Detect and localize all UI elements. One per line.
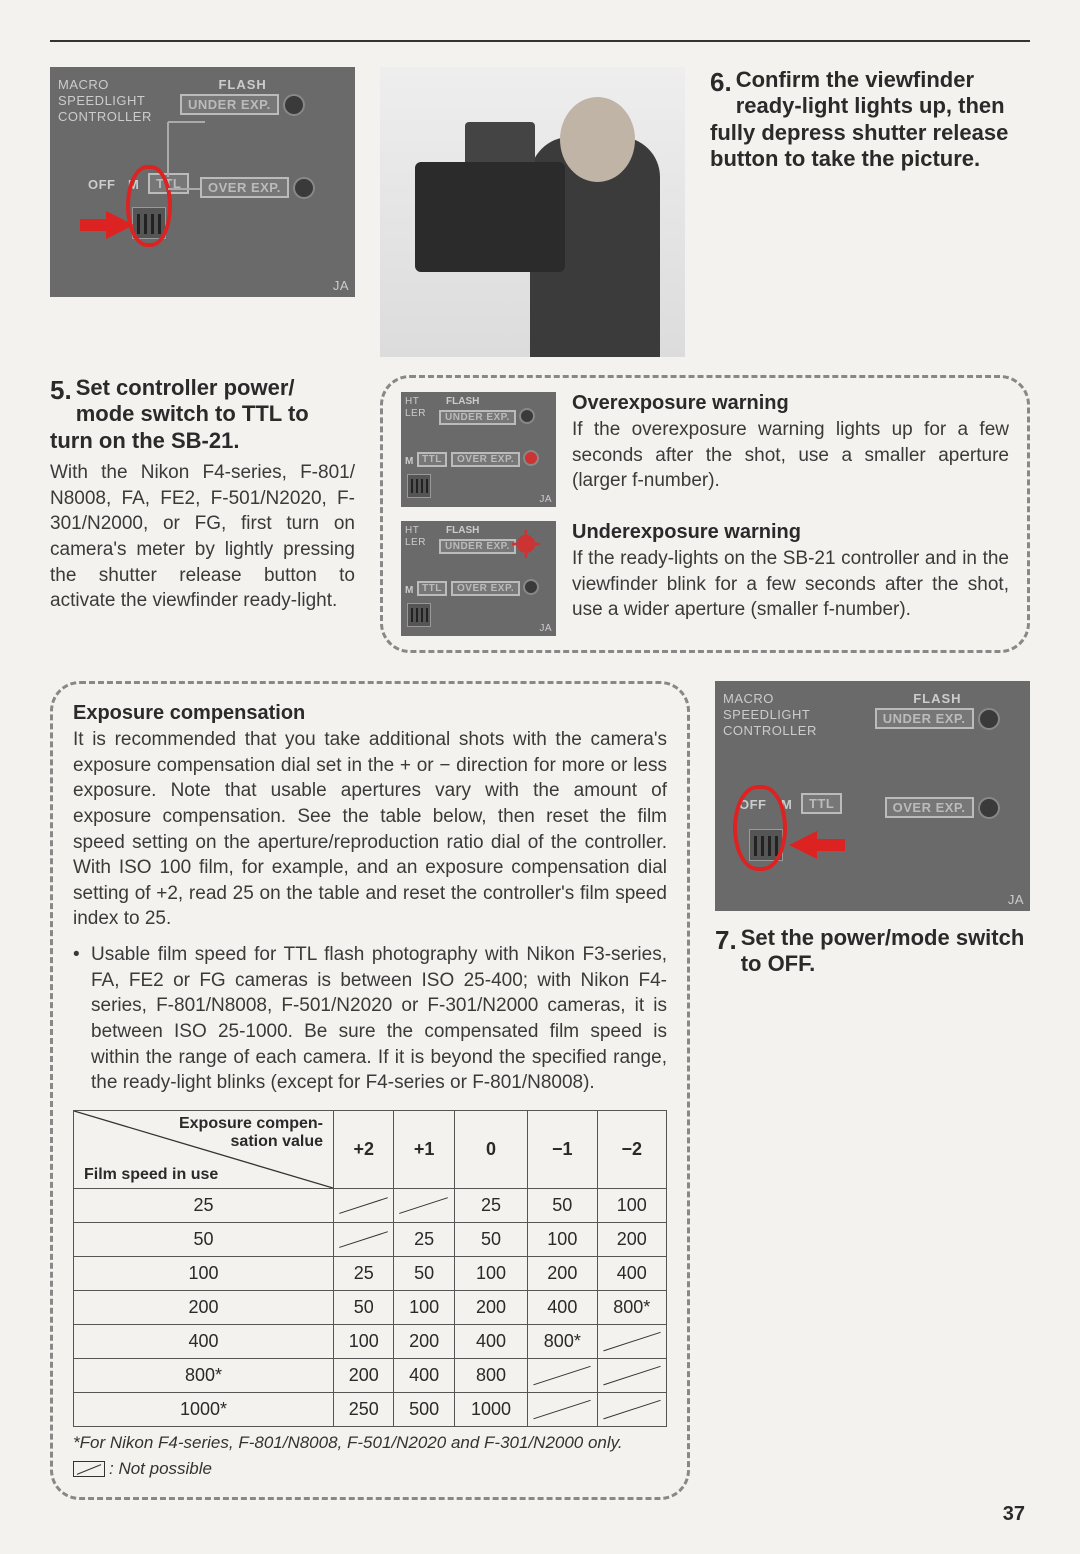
col-minus2: −2 [597,1110,666,1188]
overexp-box: OVER EXP. [200,177,289,198]
exp-comp-bullet: Usable film speed for TTL flash photogra… [91,944,667,1093]
ctrl-label-flash: FLASH [180,77,305,92]
ctrl-label-off: OFF [88,177,116,192]
col-plus2: +2 [334,1110,394,1188]
step5-body: With the Nikon F4-series, F-801/ N8008, … [50,460,355,614]
overexp-warning-title: Overexposure warning [572,392,1009,415]
step7-number: 7. [715,925,737,956]
table-footnote-2: : Not possible [109,1459,212,1478]
step7-title: Set the power/mode switch to OFF. [715,925,1030,978]
exp-comp-body: It is recommended that you take addition… [73,727,667,932]
underexp-box: UNDER EXP. [180,94,279,115]
step5-number: 5. [50,375,72,406]
step7-block: 7. Set the power/mode switch to OFF. [715,925,1030,978]
page-number: 37 [1003,1503,1025,1526]
ctrl-label-speedlight: SPEEDLIGHT [58,93,145,108]
table-row: 502550100200 [74,1222,667,1256]
ctrl-label-controller: CONTROLLER [58,109,152,124]
step6-title: Confirm the viewfinder ready-light light… [710,67,1030,173]
exposure-table: Exposure compen-sation value Film speed … [73,1110,667,1427]
col-plus1: +1 [394,1110,454,1188]
table-header-bottom: Film speed in use [84,1166,218,1184]
underexp-led [283,94,305,116]
col-0: 0 [454,1110,527,1188]
table-row: 800*200400800 [74,1358,667,1392]
table-footnote-1: *For Nikon F4-series, F-801/N8008, F-501… [73,1433,667,1453]
overexp-led [293,177,315,199]
table-row: 400100200400800* [74,1324,667,1358]
red-arrow-icon [815,839,845,851]
overexp-warning-body: If the overexposure warning lights up fo… [572,417,1009,494]
step6-number: 6. [710,67,732,98]
ctrl-label-macro: MACRO [58,77,109,92]
overexp-red-led-icon [523,450,539,466]
step6-block: 6. Confirm the viewfinder ready-light li… [710,67,1030,173]
table-row: 20050100200400800* [74,1290,667,1324]
underexp-warning-body: If the ready-lights on the SB-21 control… [572,546,1009,623]
not-possible-icon [73,1461,105,1477]
col-minus1: −1 [528,1110,597,1188]
table-row: 1000*2505001000 [74,1392,667,1426]
exposure-warnings-box: HT LER FLASH UNDER EXP. M TTL OVER EXP. … [380,375,1030,653]
underexp-warning-title: Underexposure warning [572,521,1009,544]
red-highlight-ring [733,785,787,871]
underexp-figure: HT LER FLASH UNDER EXP. M TTL OVER EXP. … [401,521,556,636]
underexp-sunburst-icon [517,535,535,553]
ctrl-label-ja: JA [333,278,349,293]
table-row: 1002550100200400 [74,1256,667,1290]
overexp-figure: HT LER FLASH UNDER EXP. M TTL OVER EXP. … [401,392,556,507]
step5-block: 5. Set controller power/ mode switch to … [50,375,355,454]
exp-comp-title: Exposure compensation [73,702,667,725]
step5-controller-figure: MACRO SPEEDLIGHT CONTROLLER FLASH UNDER … [50,67,355,297]
photographer-figure [380,67,685,357]
step7-controller-figure: MACRO SPEEDLIGHT CONTROLLER FLASH UNDER … [715,681,1030,911]
exposure-compensation-box: Exposure compensation It is recommended … [50,681,690,1500]
table-row: 252550100 [74,1188,667,1222]
table-header-top: Exposure compen-sation value [179,1115,323,1150]
step5-title: Set controller power/ mode switch to TTL… [50,375,355,454]
